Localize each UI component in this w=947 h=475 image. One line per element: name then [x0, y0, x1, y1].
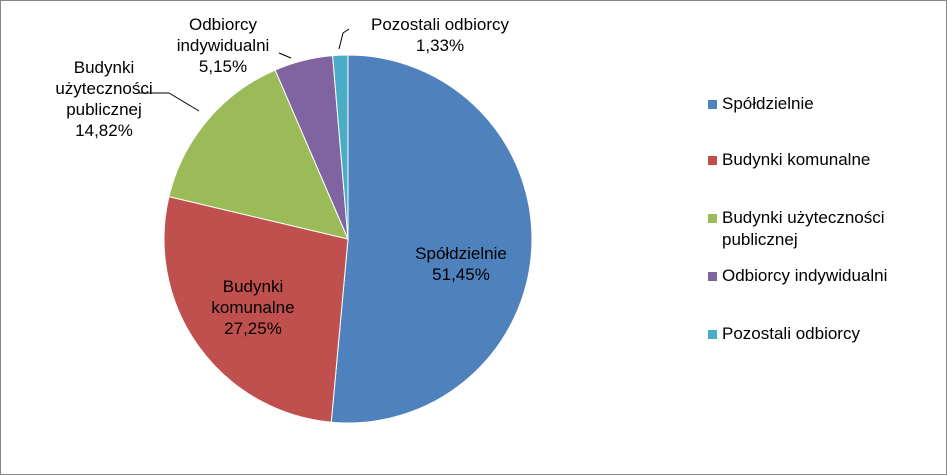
- legend-swatch: [708, 272, 717, 281]
- data-label-budynki-uzytecznosci-publicznej: Budynki użyteczności publicznej 14,82%: [55, 58, 152, 140]
- data-label-odbiorcy-indywidualni: Odbiorcy indywidualni 5,15%: [177, 15, 270, 76]
- pie-slice-budynki-uzytecznosci-publicznej: [168, 69, 349, 240]
- legend-item-spoldzielnie: Spółdzielnie: [708, 93, 814, 115]
- data-label-spoldzielnie: Spółdzielnie 51,45%: [415, 244, 507, 284]
- legend-swatch: [708, 156, 717, 165]
- leader-line: [338, 28, 350, 50]
- leader-line: [139, 92, 200, 112]
- leader-line: [278, 52, 292, 59]
- legend-item-pozostali-odbiorcy: Pozostali odbiorcy: [708, 323, 860, 345]
- legend-item-odbiorcy-indywidualni: Odbiorcy indywidualni: [708, 265, 887, 287]
- legend-label: Odbiorcy indywidualni: [722, 266, 888, 285]
- legend-item-budynki-uzytecznosci-publicznej: Budynki użyteczności publicznej: [708, 207, 885, 251]
- data-label-budynki-komunalne: Budynki komunalne 27,25%: [211, 277, 294, 338]
- legend-label: Spółdzielnie: [722, 94, 814, 113]
- legend-label: Budynki użyteczności publicznej: [722, 208, 885, 249]
- legend-item-budynki-komunalne: Budynki komunalne: [708, 149, 870, 171]
- legend-label: Budynki komunalne: [722, 150, 871, 169]
- legend-label: Pozostali odbiorcy: [722, 324, 860, 343]
- data-label-pozostali-odbiorcy: Pozostali odbiorcy 1,33%: [371, 15, 509, 55]
- pie-slice-budynki-komunalne: [163, 196, 349, 423]
- legend-swatch: [708, 330, 717, 339]
- legend-swatch: [708, 100, 717, 109]
- pie-slice-spoldzielnie: [330, 54, 533, 424]
- legend-swatch: [708, 214, 717, 223]
- pie-slice-pozostali-odbiorcy: [332, 54, 349, 240]
